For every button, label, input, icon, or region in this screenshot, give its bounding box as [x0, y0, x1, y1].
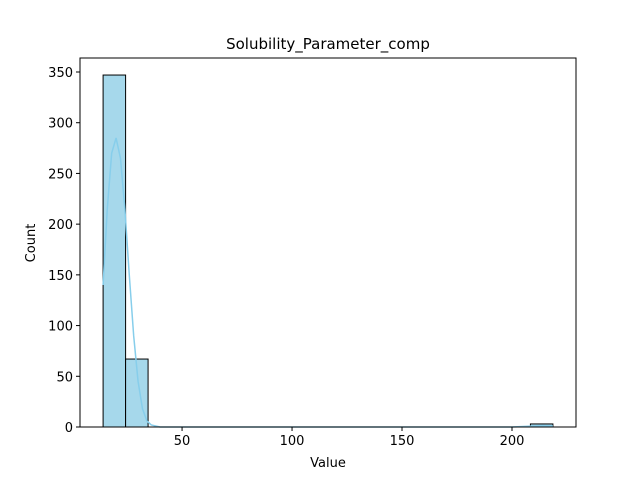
y-axis-label: Count [24, 224, 39, 263]
bar [102, 74, 127, 428]
x-axis-label: Value [310, 456, 346, 471]
y-tick-label: 200 [48, 218, 73, 233]
x-tick-label: 200 [500, 434, 525, 449]
x-tick-label: 100 [280, 434, 305, 449]
y-tick-label: 300 [48, 117, 73, 132]
y-tick-label: 0 [65, 421, 73, 436]
kde-line [102, 137, 553, 428]
chart-title: Solubility_Parameter_comp [226, 35, 430, 54]
x-tick-label: 150 [390, 434, 415, 449]
y-tick-label: 250 [48, 167, 73, 182]
axes-frame [79, 57, 577, 428]
x-tick-label: 50 [174, 434, 191, 449]
y-tick-label: 100 [48, 320, 73, 335]
y-tick-label: 150 [48, 269, 73, 284]
y-tick-label: 50 [56, 370, 73, 385]
y-tick-label: 350 [48, 66, 73, 81]
